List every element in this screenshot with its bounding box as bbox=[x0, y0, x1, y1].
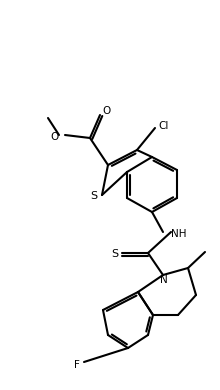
Text: O: O bbox=[102, 106, 110, 116]
Text: S: S bbox=[90, 191, 97, 201]
Text: O: O bbox=[51, 132, 59, 142]
Text: F: F bbox=[74, 360, 80, 370]
Text: Cl: Cl bbox=[158, 121, 168, 131]
Text: N: N bbox=[160, 275, 168, 285]
Text: S: S bbox=[112, 249, 119, 259]
Text: NH: NH bbox=[171, 229, 187, 239]
